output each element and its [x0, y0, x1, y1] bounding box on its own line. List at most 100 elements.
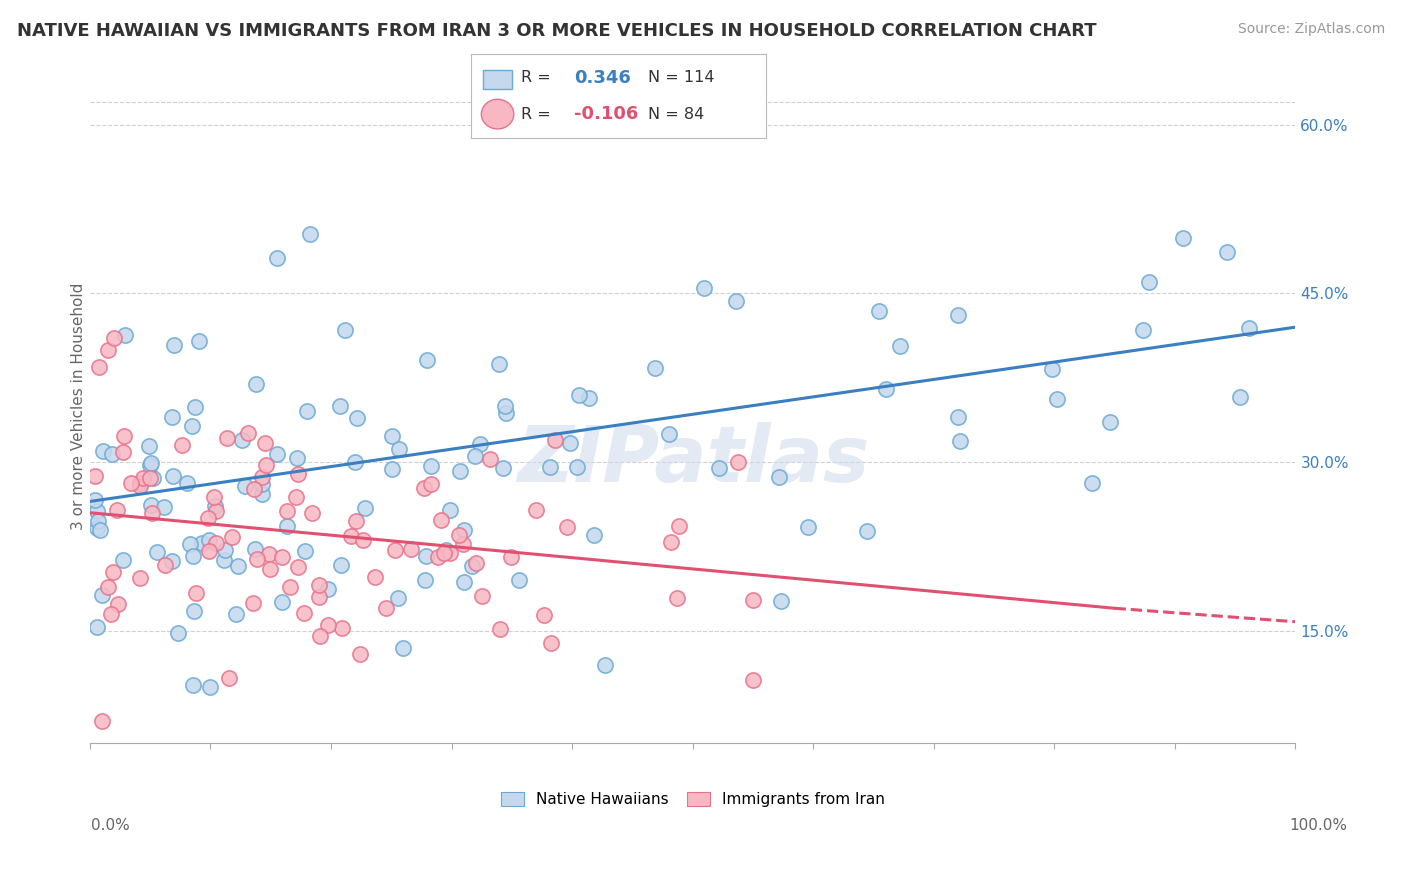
Point	[387, 591, 409, 605]
Point	[439, 546, 461, 560]
Point	[198, 544, 221, 558]
Point	[198, 533, 221, 547]
Point	[163, 337, 186, 351]
Point	[160, 410, 183, 425]
Point	[245, 377, 267, 392]
Text: R =: R =	[522, 107, 551, 121]
Point	[97, 580, 120, 594]
Point	[946, 410, 969, 425]
Point	[252, 470, 274, 484]
Point	[413, 481, 436, 495]
Point	[413, 573, 436, 587]
Point	[494, 399, 516, 413]
Point	[340, 529, 363, 543]
Point	[101, 447, 124, 461]
Point	[499, 549, 522, 564]
Point	[433, 546, 456, 560]
Point	[889, 339, 911, 353]
Point	[114, 327, 136, 342]
Point	[333, 323, 356, 337]
Point	[434, 542, 457, 557]
Point	[346, 411, 368, 425]
Point	[488, 622, 510, 636]
Point	[451, 537, 474, 551]
Point	[105, 502, 128, 516]
Point	[181, 418, 204, 433]
Point	[1046, 392, 1069, 406]
Point	[330, 621, 353, 635]
Point	[420, 477, 443, 491]
Point	[856, 524, 879, 539]
Point	[89, 359, 111, 374]
Point	[388, 442, 411, 456]
Point	[495, 406, 517, 420]
Point	[235, 479, 257, 493]
Point	[468, 437, 491, 451]
Point	[453, 523, 475, 537]
Point	[1216, 244, 1239, 259]
Point	[374, 601, 396, 615]
Point	[129, 571, 152, 585]
Point	[200, 680, 222, 694]
Point	[86, 521, 108, 535]
Point	[742, 593, 765, 607]
Point	[294, 543, 316, 558]
Point	[426, 549, 449, 564]
Point	[138, 458, 160, 473]
Point	[464, 557, 486, 571]
Point	[141, 506, 163, 520]
Point	[578, 392, 600, 406]
Point	[292, 606, 315, 620]
Point	[309, 629, 332, 643]
Point	[242, 596, 264, 610]
Legend: Native Hawaiians, Immigrants from Iran: Native Hawaiians, Immigrants from Iran	[495, 786, 891, 814]
Point	[128, 475, 150, 490]
Point	[524, 503, 547, 517]
Point	[868, 304, 890, 318]
Point	[197, 511, 219, 525]
Point	[271, 595, 294, 609]
Point	[181, 549, 204, 564]
Point	[184, 586, 207, 600]
Point	[330, 558, 353, 573]
Point	[204, 499, 226, 513]
Point	[381, 429, 404, 443]
Point	[183, 604, 205, 618]
Point	[257, 548, 280, 562]
Point	[565, 459, 588, 474]
Point	[225, 607, 247, 621]
Point	[471, 589, 494, 603]
Point	[349, 648, 371, 662]
Point	[354, 501, 377, 516]
Point	[875, 382, 897, 396]
Point	[1237, 321, 1260, 335]
Point	[172, 438, 194, 452]
Point	[111, 553, 134, 567]
Text: N = 84: N = 84	[648, 107, 704, 121]
Point	[946, 308, 969, 322]
Point	[84, 493, 107, 508]
Point	[254, 458, 277, 472]
Point	[582, 527, 605, 541]
Point	[142, 471, 165, 485]
Point	[544, 434, 567, 448]
Point	[107, 597, 129, 611]
Point	[276, 519, 298, 533]
Point	[949, 434, 972, 448]
Point	[120, 476, 142, 491]
Point	[179, 537, 201, 551]
Point	[508, 573, 530, 587]
Point	[538, 459, 561, 474]
Point	[464, 449, 486, 463]
Point	[555, 519, 578, 533]
Text: N = 114: N = 114	[648, 70, 714, 85]
Point	[693, 281, 716, 295]
Point	[221, 530, 243, 544]
Point	[226, 558, 249, 573]
Point	[139, 498, 162, 512]
Point	[384, 542, 406, 557]
Point	[666, 591, 689, 606]
Point	[217, 431, 239, 445]
Point	[316, 582, 339, 597]
Point	[83, 468, 105, 483]
